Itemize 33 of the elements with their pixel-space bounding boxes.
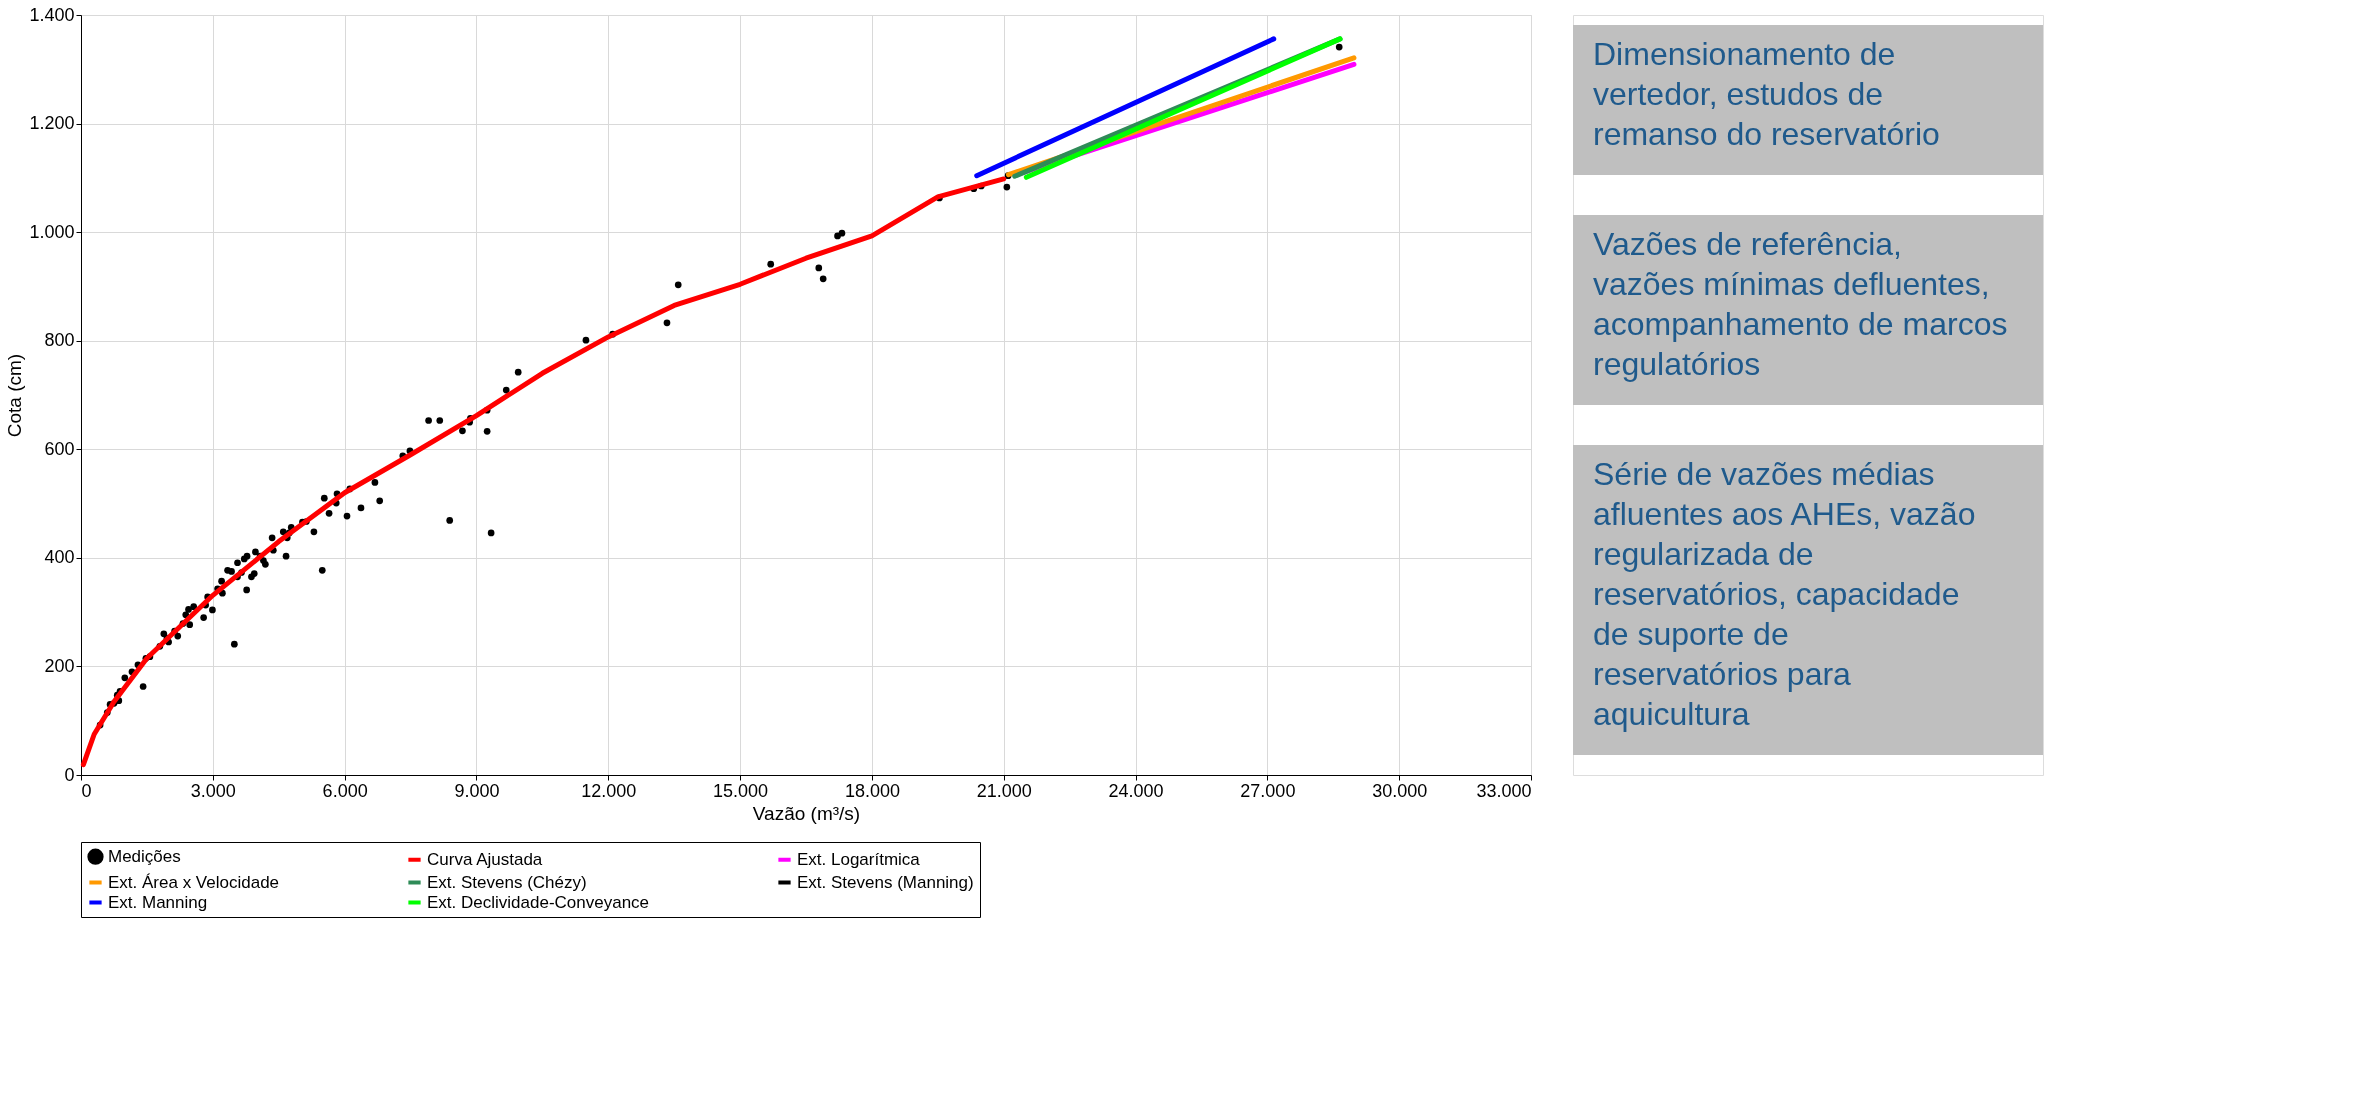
y-tick-label: 800 — [44, 330, 75, 351]
y-tick-label: 1.200 — [29, 113, 75, 134]
x-tick-label: 9.000 — [454, 780, 500, 801]
y-tick-label: 0 — [64, 764, 75, 785]
legend-label: Ext. Declividade-Conveyance — [427, 892, 650, 912]
legend-label: Medições — [108, 846, 181, 866]
x-tick-label: 6.000 — [322, 780, 368, 801]
legend-label: Curva Ajustada — [427, 849, 543, 869]
x-tick-label: 30.000 — [1372, 780, 1428, 801]
text: Vazões de referência, vazões mínimas defluentes, acompanhamento de marcos regulatórios — [1593, 226, 2008, 382]
x-tick-label: 21.000 — [976, 780, 1032, 801]
y-tick-label: 1.400 — [29, 4, 75, 25]
legend-label: Ext. Logarítmica — [797, 849, 921, 869]
text: Série de vazões médias afluentes aos AHEs, vazão regularizada de reservatórios, capacidade de suporte de reservatórios para aquicultura — [1593, 456, 1976, 732]
x-tick-label: 33.000 — [1476, 780, 1532, 801]
x-tick-label: 12.000 — [581, 780, 637, 801]
y-tick-label: 200 — [44, 655, 75, 676]
legend-label: Ext. Área x Velocidade — [108, 872, 280, 892]
x-tick-label: 15.000 — [713, 780, 769, 801]
x-tick-label: 18.000 — [844, 780, 900, 801]
x-axis-title: Vazão (m³/s) — [752, 802, 861, 824]
text: Dimensionamento de vertedor, estudos de remanso do reservatório — [1593, 36, 1940, 152]
y-axis-title: Cota (cm) — [4, 353, 26, 438]
legend-label: Ext. Stevens (Chézy) — [427, 872, 587, 892]
x-tick-label: 24.000 — [1108, 780, 1164, 801]
legend-label: Ext. Manning — [108, 892, 208, 912]
x-tick-label: 27.000 — [1240, 780, 1296, 801]
y-tick-label: 1.000 — [29, 221, 75, 242]
legend-label: Ext. Stevens (Manning) — [797, 872, 974, 892]
y-tick-label: 400 — [44, 547, 75, 568]
y-tick-label: 600 — [44, 438, 75, 459]
x-tick-label: 0 — [81, 780, 92, 801]
x-tick-label: 3.000 — [190, 780, 236, 801]
